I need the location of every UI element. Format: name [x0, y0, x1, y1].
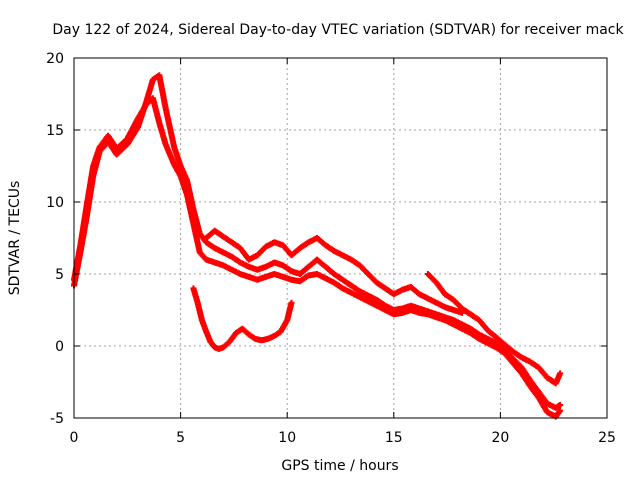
x-tick-label: 10	[278, 430, 296, 446]
y-tick-label: 15	[46, 123, 64, 139]
x-tick-label: 25	[598, 430, 616, 446]
plot-frame	[73, 57, 608, 419]
series-branch-late	[424, 271, 564, 387]
y-tick-label: 0	[55, 339, 64, 355]
y-tick-label: 20	[46, 51, 64, 67]
data-point-markers	[71, 72, 564, 411]
series-side-track	[190, 285, 295, 352]
chart-title: Day 122 of 2024, Sidereal Day-to-day VTE…	[52, 22, 624, 38]
data-marks	[71, 72, 564, 420]
series-main-track-a	[71, 72, 564, 411]
y-tick-label: 5	[55, 267, 64, 283]
y-tick-label: 10	[46, 195, 64, 211]
y-axis-label: SDTVAR / TECUs	[7, 181, 23, 296]
y-tick-label: -5	[50, 411, 64, 427]
x-tick-label: 20	[491, 430, 509, 446]
x-tick-label: 5	[176, 430, 185, 446]
data-point-markers	[424, 271, 564, 387]
grid	[74, 58, 607, 418]
x-tick-label: 15	[385, 430, 403, 446]
x-tick-label: 0	[70, 430, 79, 446]
data-point-markers	[203, 227, 465, 316]
x-axis-label: GPS time / hours	[281, 458, 398, 474]
axis-ticks: 0 5 10 15 20 25 -5 0 5 10 15 20	[46, 51, 616, 446]
data-point-markers	[190, 285, 295, 352]
series-branch-upper	[203, 227, 465, 316]
